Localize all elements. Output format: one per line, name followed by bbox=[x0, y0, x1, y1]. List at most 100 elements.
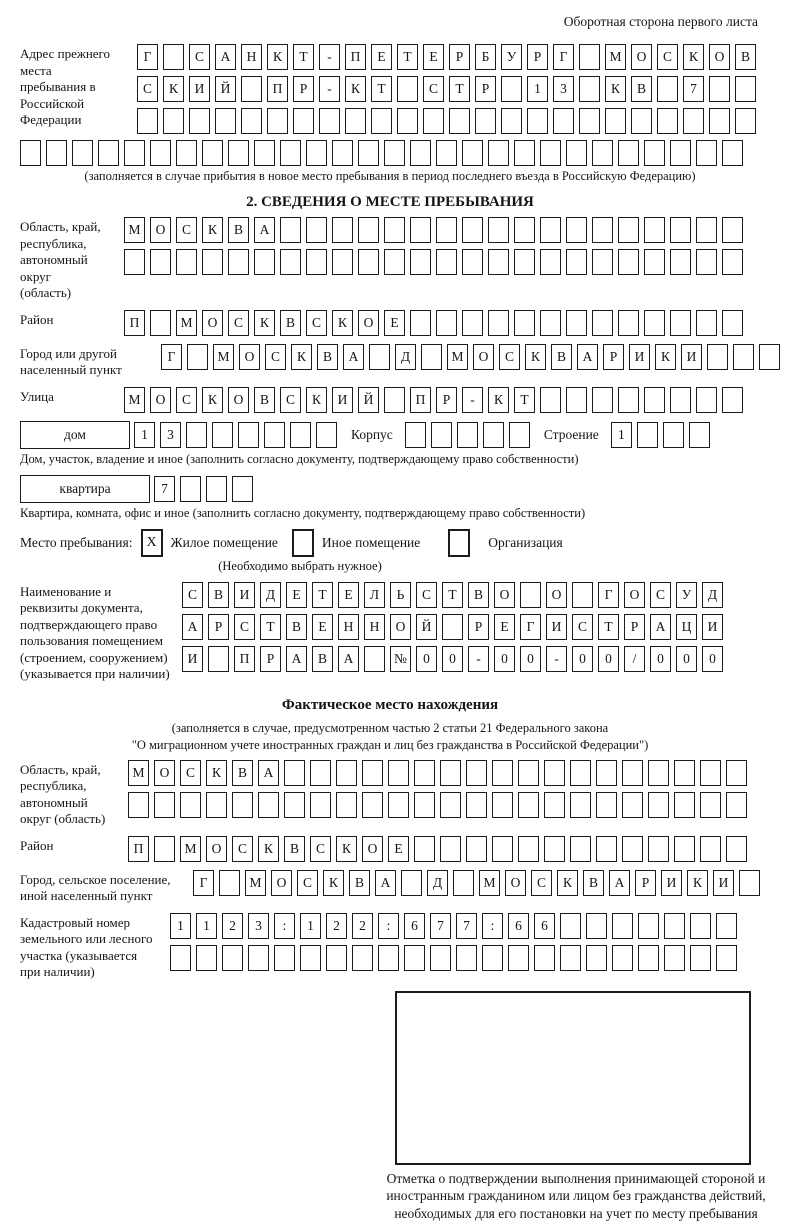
char-cell[interactable] bbox=[722, 310, 743, 336]
char-cell[interactable]: Т bbox=[514, 387, 535, 413]
char-cell[interactable] bbox=[154, 792, 175, 818]
char-cell[interactable] bbox=[622, 836, 643, 862]
char-cell[interactable] bbox=[709, 76, 730, 102]
char-cell[interactable] bbox=[670, 249, 691, 275]
char-cell[interactable]: Т bbox=[293, 44, 314, 70]
char-cell[interactable]: О bbox=[206, 836, 227, 862]
char-cell[interactable] bbox=[540, 217, 561, 243]
char-cell[interactable]: О bbox=[228, 387, 249, 413]
char-cell[interactable]: Г bbox=[161, 344, 182, 370]
char-cell[interactable]: А bbox=[338, 646, 359, 672]
char-cell[interactable]: - bbox=[468, 646, 489, 672]
char-cell[interactable] bbox=[306, 140, 327, 166]
char-cell[interactable] bbox=[670, 387, 691, 413]
char-cell[interactable] bbox=[518, 760, 539, 786]
char-cell[interactable] bbox=[440, 792, 461, 818]
char-cell[interactable] bbox=[657, 76, 678, 102]
char-cell[interactable] bbox=[293, 108, 314, 134]
char-cell[interactable] bbox=[618, 140, 639, 166]
char-cell[interactable] bbox=[401, 870, 422, 896]
char-cell[interactable] bbox=[663, 422, 684, 448]
char-cell[interactable] bbox=[492, 792, 513, 818]
char-cell[interactable] bbox=[566, 217, 587, 243]
char-cell[interactable] bbox=[501, 108, 522, 134]
char-cell[interactable] bbox=[215, 108, 236, 134]
char-cell[interactable] bbox=[670, 217, 691, 243]
char-cell[interactable] bbox=[488, 217, 509, 243]
char-cell[interactable] bbox=[586, 913, 607, 939]
char-cell[interactable]: И bbox=[546, 614, 567, 640]
char-cell[interactable] bbox=[410, 249, 431, 275]
char-cell[interactable]: К bbox=[291, 344, 312, 370]
char-cell[interactable]: 0 bbox=[650, 646, 671, 672]
char-cell[interactable]: Н bbox=[241, 44, 262, 70]
char-cell[interactable]: Д bbox=[427, 870, 448, 896]
char-cell[interactable]: Р bbox=[468, 614, 489, 640]
char-cell[interactable]: - bbox=[462, 387, 483, 413]
char-cell[interactable] bbox=[690, 913, 711, 939]
char-cell[interactable] bbox=[722, 217, 743, 243]
char-cell[interactable] bbox=[332, 217, 353, 243]
char-cell[interactable]: 6 bbox=[508, 913, 529, 939]
char-cell[interactable] bbox=[540, 249, 561, 275]
char-cell[interactable]: О bbox=[358, 310, 379, 336]
char-cell[interactable]: К bbox=[163, 76, 184, 102]
char-cell[interactable] bbox=[638, 913, 659, 939]
char-cell[interactable]: В bbox=[284, 836, 305, 862]
char-cell[interactable] bbox=[612, 913, 633, 939]
char-cell[interactable]: № bbox=[390, 646, 411, 672]
char-cell[interactable]: П bbox=[410, 387, 431, 413]
char-cell[interactable]: - bbox=[319, 76, 340, 102]
char-cell[interactable]: Й bbox=[215, 76, 236, 102]
char-cell[interactable] bbox=[700, 792, 721, 818]
char-cell[interactable]: В bbox=[312, 646, 333, 672]
char-cell[interactable]: Д bbox=[260, 582, 281, 608]
char-cell[interactable]: 7 bbox=[683, 76, 704, 102]
char-cell[interactable]: О bbox=[362, 836, 383, 862]
char-cell[interactable]: К bbox=[557, 870, 578, 896]
char-cell[interactable] bbox=[674, 760, 695, 786]
char-cell[interactable] bbox=[544, 760, 565, 786]
char-cell[interactable] bbox=[722, 140, 743, 166]
char-cell[interactable]: С bbox=[310, 836, 331, 862]
char-cell[interactable] bbox=[689, 422, 710, 448]
char-cell[interactable]: 2 bbox=[352, 913, 373, 939]
stay-checkbox-organization[interactable] bbox=[448, 529, 470, 557]
char-cell[interactable]: : bbox=[274, 913, 295, 939]
char-cell[interactable] bbox=[405, 422, 426, 448]
char-cell[interactable] bbox=[196, 945, 217, 971]
char-cell[interactable] bbox=[358, 140, 379, 166]
char-cell[interactable] bbox=[241, 76, 262, 102]
char-cell[interactable] bbox=[631, 108, 652, 134]
char-cell[interactable] bbox=[187, 344, 208, 370]
char-cell[interactable] bbox=[280, 217, 301, 243]
char-cell[interactable]: П bbox=[128, 836, 149, 862]
char-cell[interactable]: Г bbox=[520, 614, 541, 640]
char-cell[interactable] bbox=[716, 945, 737, 971]
char-cell[interactable]: А bbox=[286, 646, 307, 672]
char-cell[interactable] bbox=[707, 344, 728, 370]
char-cell[interactable]: 0 bbox=[702, 646, 723, 672]
char-cell[interactable]: Р bbox=[603, 344, 624, 370]
char-cell[interactable] bbox=[369, 344, 390, 370]
char-cell[interactable] bbox=[674, 792, 695, 818]
char-cell[interactable]: 1 bbox=[527, 76, 548, 102]
char-cell[interactable] bbox=[319, 108, 340, 134]
char-cell[interactable]: С bbox=[306, 310, 327, 336]
char-cell[interactable]: К bbox=[202, 387, 223, 413]
char-cell[interactable] bbox=[186, 422, 207, 448]
char-cell[interactable]: О bbox=[239, 344, 260, 370]
char-cell[interactable] bbox=[466, 760, 487, 786]
char-cell[interactable]: 0 bbox=[442, 646, 463, 672]
char-cell[interactable]: М bbox=[605, 44, 626, 70]
char-cell[interactable] bbox=[352, 945, 373, 971]
char-cell[interactable]: С bbox=[280, 387, 301, 413]
char-cell[interactable]: М bbox=[124, 217, 145, 243]
char-cell[interactable] bbox=[648, 836, 669, 862]
char-cell[interactable] bbox=[579, 44, 600, 70]
char-cell[interactable]: С bbox=[137, 76, 158, 102]
char-cell[interactable] bbox=[466, 792, 487, 818]
char-cell[interactable]: Г bbox=[137, 44, 158, 70]
char-cell[interactable]: М bbox=[479, 870, 500, 896]
char-cell[interactable]: Е bbox=[371, 44, 392, 70]
